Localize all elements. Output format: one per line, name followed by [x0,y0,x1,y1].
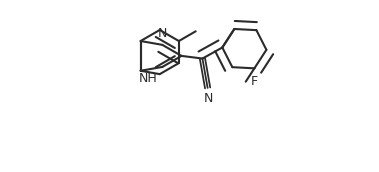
Text: N: N [204,92,213,105]
Text: N: N [158,27,167,40]
Text: NH: NH [139,72,157,85]
Text: F: F [251,75,258,88]
